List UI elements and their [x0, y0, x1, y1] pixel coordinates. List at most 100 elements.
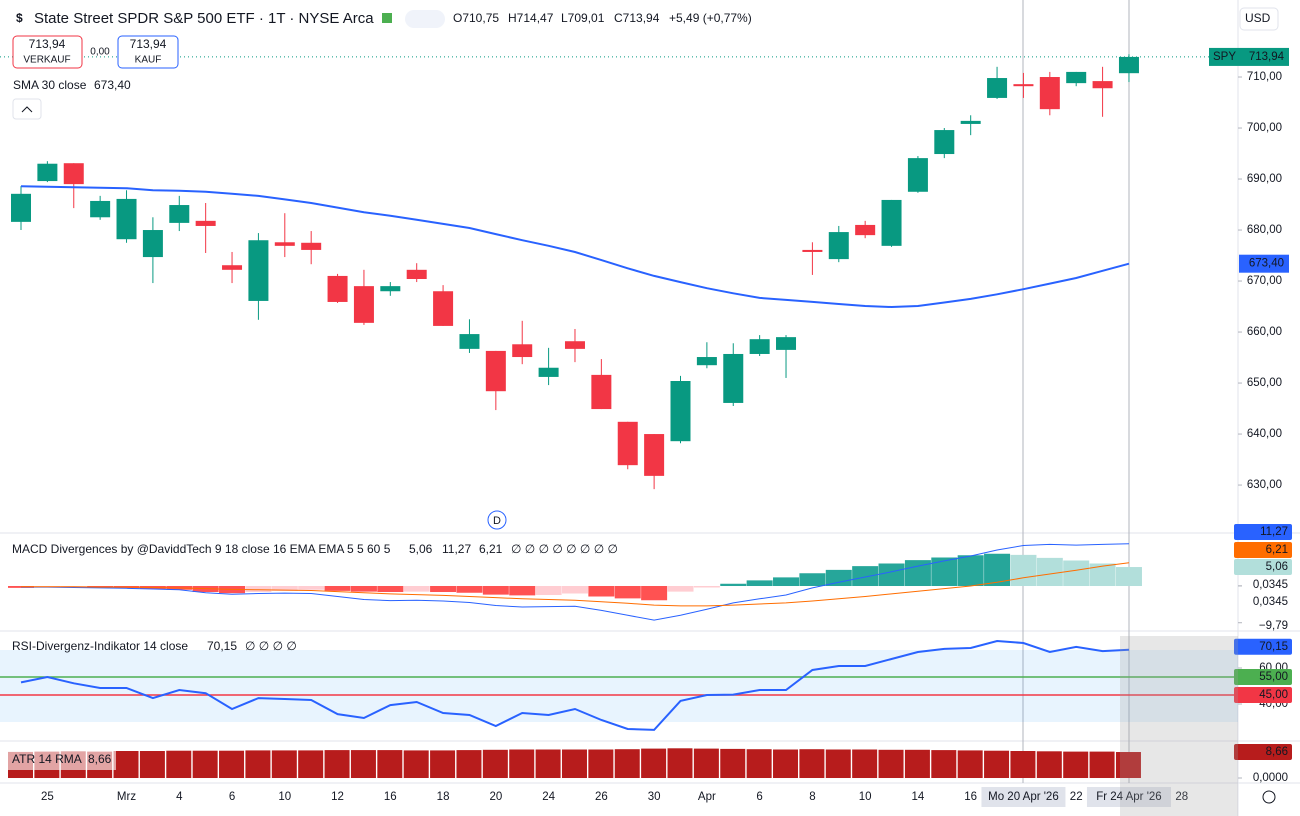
candle-body	[485, 350, 506, 392]
last-price-label: 713,94	[1249, 51, 1285, 63]
histogram-bar	[641, 586, 668, 601]
atr-bar	[641, 748, 667, 779]
atr-bar	[957, 750, 983, 779]
histogram-bar	[482, 586, 509, 595]
market-status	[382, 13, 392, 23]
currency-button[interactable]	[1239, 7, 1279, 31]
x-tick-label: 14	[912, 791, 925, 803]
atr-bar	[166, 750, 192, 779]
candle-body	[222, 265, 243, 270]
x-tick-label: 6	[756, 791, 762, 803]
histogram-bar	[1010, 554, 1037, 587]
atr-bar	[799, 749, 825, 779]
dividend-label: D	[493, 515, 501, 527]
atr-bar	[1063, 751, 1089, 779]
histogram-bar	[377, 586, 404, 593]
histogram-bar	[430, 586, 457, 593]
atr-tick-label: 8,66	[1266, 746, 1288, 758]
atr-bar	[482, 749, 508, 779]
histogram-bar	[350, 586, 377, 592]
histogram-bar	[825, 569, 852, 587]
histogram-bar	[878, 563, 905, 587]
settings-icon[interactable]	[1262, 790, 1276, 804]
histogram-bar	[1115, 567, 1142, 587]
histogram-bar	[561, 586, 588, 594]
sell-label: VERKAUF	[23, 55, 70, 66]
collapse-button[interactable]	[12, 98, 42, 120]
atr-bar	[535, 749, 561, 779]
candle-body	[907, 158, 928, 192]
compare-toggle[interactable]	[405, 10, 445, 28]
histogram-bar	[1063, 560, 1090, 587]
atr-bar	[852, 749, 878, 779]
atr-tick-label: 0,0000	[1253, 772, 1288, 784]
atr-bar	[298, 750, 324, 779]
ohlc-change: +5,49 (+0,77%)	[669, 11, 752, 25]
candle-body	[855, 224, 876, 236]
histogram-bar	[773, 577, 800, 587]
x-tick-label: Fr 24 Apr '26	[1096, 791, 1161, 803]
ohlc-low: L709,01	[561, 11, 605, 25]
date-highlight	[981, 787, 1066, 807]
atr-bar	[931, 750, 957, 779]
candle-body	[406, 269, 427, 279]
rsi-line	[20, 639, 1130, 731]
buy-price: 713,94	[130, 37, 167, 51]
macd-line	[21, 562, 1130, 607]
sell-button[interactable]	[12, 35, 83, 69]
atr-legend-value: 8,66	[88, 752, 112, 766]
ohlc-close: C713,94	[614, 11, 660, 25]
atr-bar	[139, 751, 165, 779]
macd-flags: ∅ ∅ ∅ ∅ ∅ ∅ ∅ ∅	[511, 542, 618, 556]
atr-bar	[324, 750, 350, 779]
x-tick-label: 10	[278, 791, 291, 803]
candle-body	[37, 163, 58, 182]
candle-body	[828, 232, 849, 260]
spread: 0,00	[90, 47, 110, 58]
macd-legend-hist: 5,06	[409, 542, 433, 556]
x-tick-label: 12	[331, 791, 344, 803]
macd-legend: MACD Divergences by @DaviddTech 9 18 clo…	[12, 542, 391, 556]
histogram-bar	[693, 586, 720, 588]
candle-body	[1066, 71, 1087, 84]
histogram-bar	[535, 586, 562, 596]
histogram-bar	[298, 586, 325, 590]
price-tick-label: 630,00	[1247, 479, 1282, 491]
candle-body	[142, 230, 163, 258]
buy-button[interactable]	[117, 35, 179, 69]
histogram-bar	[1036, 557, 1063, 587]
sma-line	[20, 185, 1130, 309]
date-highlight	[1086, 787, 1171, 807]
histogram-bar	[957, 555, 984, 587]
macd-legend-macd: 11,27	[442, 542, 471, 556]
candle-body	[987, 78, 1008, 98]
rsi-value-label-bg	[1234, 638, 1292, 655]
candle-body	[1013, 84, 1034, 87]
price-tick-label: 660,00	[1247, 326, 1282, 338]
candle-body	[327, 275, 348, 302]
atr-bar	[878, 749, 904, 779]
x-tick-label: 26	[595, 791, 608, 803]
watermark-overlay	[1120, 636, 1238, 816]
candle-body	[248, 240, 269, 301]
atr-bar	[1010, 751, 1036, 779]
histogram-bar	[456, 586, 483, 593]
macd-line	[21, 543, 1130, 621]
atr-bar	[667, 748, 693, 779]
x-tick-label: 25	[41, 791, 54, 803]
atr-bar	[1115, 752, 1141, 779]
x-tick-label: 6	[229, 791, 235, 803]
atr-bar	[1089, 751, 1115, 779]
atr-bar	[746, 749, 772, 779]
dividend-marker[interactable]	[487, 510, 507, 530]
histogram-bar	[746, 580, 773, 587]
atr-bar	[271, 750, 297, 779]
candle-body	[723, 353, 744, 403]
symbol-title: State Street SPDR S&P 500 ETF · 1T · NYS…	[34, 10, 374, 27]
atr-legend: ATR 14 RMA	[12, 752, 82, 766]
price-tick-label: 670,00	[1247, 275, 1282, 287]
x-tick-label: 20	[489, 791, 502, 803]
histogram-bar	[245, 586, 272, 593]
